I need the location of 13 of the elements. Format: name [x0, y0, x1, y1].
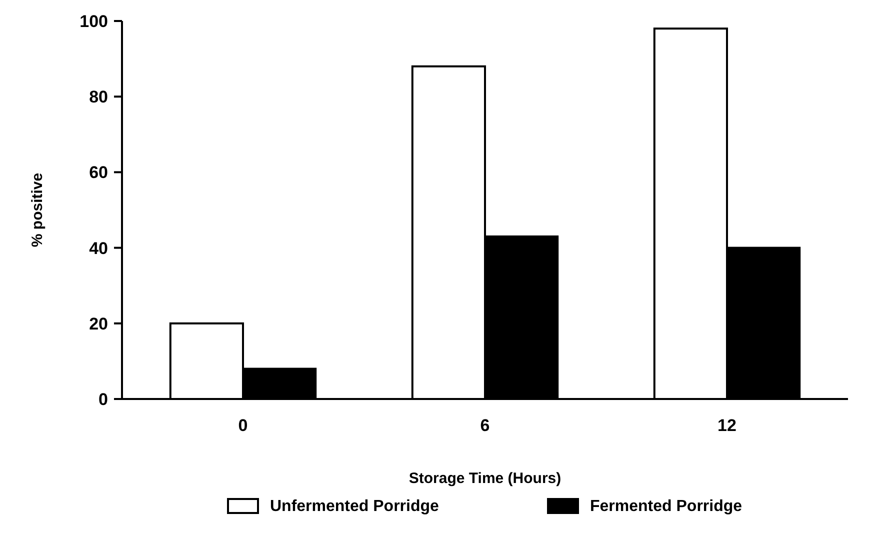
- x-tick-label: 12: [718, 416, 736, 435]
- legend-label: Unfermented Porridge: [270, 498, 440, 515]
- y-tick-label: 40: [89, 238, 108, 258]
- y-tick-label: 0: [98, 390, 108, 409]
- y-tick-label: 60: [89, 163, 108, 182]
- y-tick-label: 100: [80, 12, 108, 31]
- y-tick-label: 20: [89, 314, 108, 334]
- y-axis-title: % positive: [29, 172, 46, 248]
- x-tick-label: 6: [480, 416, 490, 435]
- y-tick-label: 80: [89, 88, 108, 107]
- x-axis-title: Storage Time (Hours): [408, 470, 562, 487]
- x-tick-label: 0: [238, 416, 248, 435]
- legend-label: Fermented Porridge: [590, 498, 742, 515]
